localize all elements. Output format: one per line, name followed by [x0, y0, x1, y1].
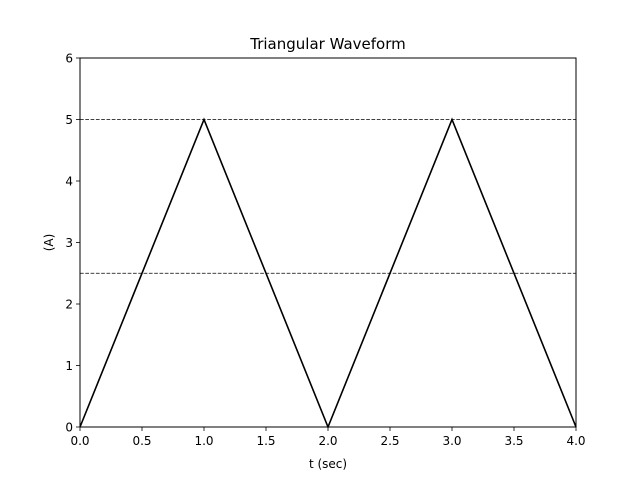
x-axis-label: t (sec): [309, 457, 347, 471]
x-tick-label: 0.5: [132, 434, 151, 448]
reference-lines: [80, 119, 576, 274]
x-tick-label: 4.0: [566, 434, 585, 448]
x-tick-label: 2.0: [318, 434, 337, 448]
y-tick-label: 2: [65, 298, 73, 312]
y-axis-ticks: 0 1 2 3 4 5 6: [65, 52, 80, 435]
x-tick-label: 3.0: [442, 434, 461, 448]
y-tick-label: 5: [65, 113, 73, 127]
y-axis-label: (A): [42, 234, 56, 252]
chart-title: Triangular Waveform: [249, 35, 405, 53]
x-tick-label: 2.5: [380, 434, 399, 448]
x-tick-label: 1.5: [256, 434, 275, 448]
x-tick-label: 3.5: [504, 434, 523, 448]
y-tick-label: 3: [65, 236, 73, 250]
y-tick-label: 6: [65, 52, 73, 66]
x-axis-ticks: 0.0 0.5 1.0 1.5 2.0 2.5 3.0 3.5 4.0: [70, 427, 586, 448]
y-tick-label: 0: [65, 421, 73, 435]
y-tick-label: 1: [65, 359, 73, 373]
x-tick-label: 1.0: [194, 434, 213, 448]
y-tick-label: 4: [65, 175, 73, 189]
x-tick-label: 0.0: [70, 434, 89, 448]
